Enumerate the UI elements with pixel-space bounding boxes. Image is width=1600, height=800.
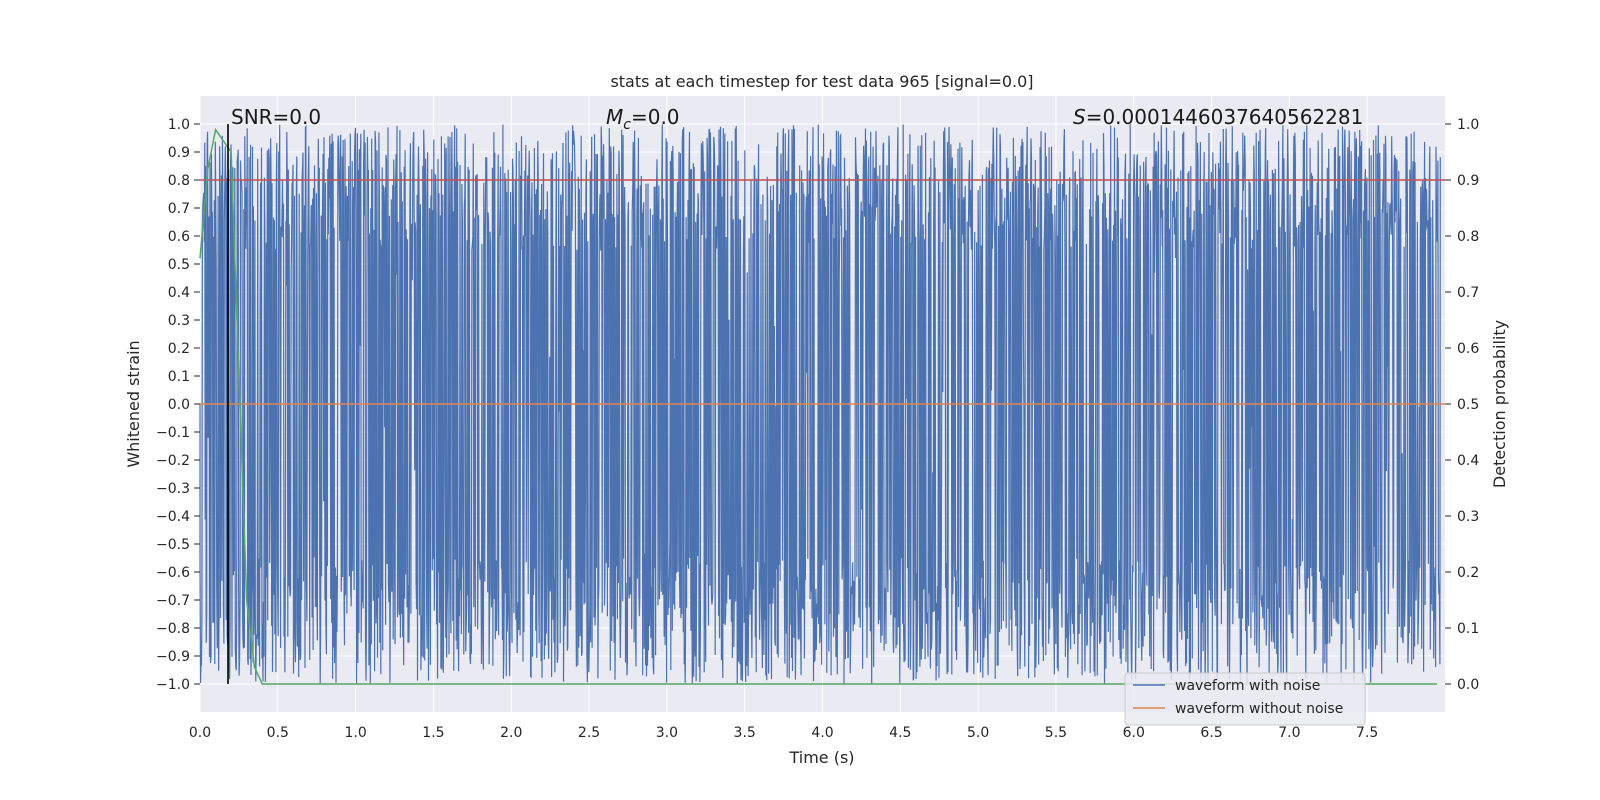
y-right-tick-label: 0.3 xyxy=(1457,509,1479,525)
y-axis-title-left: Whitened strain xyxy=(124,340,143,467)
x-tick-label: 3.0 xyxy=(656,725,678,741)
y-left-tick-label: −0.9 xyxy=(156,649,190,665)
x-tick-label: 6.0 xyxy=(1123,725,1145,741)
chart-title: stats at each timestep for test data 965… xyxy=(610,72,1033,91)
x-tick-label: 1.5 xyxy=(422,725,444,741)
snr-annotation: SNR=0.0 xyxy=(231,105,321,129)
y-right-tick-label: 0.4 xyxy=(1457,453,1479,469)
y-left-tick-label: 0.3 xyxy=(168,313,190,329)
mc-symbol: M xyxy=(606,105,623,129)
s-symbol: S xyxy=(1073,105,1086,129)
x-tick-label: 5.0 xyxy=(967,725,989,741)
legend-box xyxy=(1124,672,1366,726)
tick-labels: 0.0 0.5 1.0 1.5 2.0 2.5 3.0 3.5 4.0 4.5 5.0 5.5 6.0 6… xyxy=(156,117,1479,741)
y-right-tick-label: 1.0 xyxy=(1457,117,1479,133)
legend-label-noise: waveform with noise xyxy=(1175,678,1320,694)
y-right-tick-label: 0.1 xyxy=(1457,621,1479,637)
noise-waveform-line xyxy=(199,124,1441,684)
y-left-tick-label: −0.8 xyxy=(156,621,190,637)
x-tick-label: 2.5 xyxy=(578,725,600,741)
x-tick-label: 1.0 xyxy=(344,725,366,741)
s-annotation: S=0.0001446037640562281 xyxy=(1073,105,1363,129)
x-tick-label: 0.5 xyxy=(267,725,289,741)
y-left-tick-label: 0.5 xyxy=(168,257,190,273)
y-left-tick-label: −0.5 xyxy=(156,537,190,553)
y-left-tick-label: 0.1 xyxy=(168,369,190,385)
detection-probability-line xyxy=(199,127,1438,685)
x-tick-label: 3.5 xyxy=(734,725,756,741)
y-right-tick-label: 0.0 xyxy=(1457,677,1479,693)
y-right-tick-label: 0.2 xyxy=(1457,565,1479,581)
noise-series-layer xyxy=(199,124,1441,684)
y-left-tick-label: −0.4 xyxy=(156,509,190,525)
x-tick-label: 4.0 xyxy=(811,725,833,741)
y-left-tick-label: 0.2 xyxy=(168,341,190,357)
y-right-tick-label: 0.8 xyxy=(1457,229,1479,245)
x-axis-title: Time (s) xyxy=(788,748,854,767)
y-left-tick-label: 0.0 xyxy=(168,397,190,413)
legend: waveform with noise waveform without noi… xyxy=(1124,672,1366,726)
y-left-tick-label: −0.2 xyxy=(156,453,190,469)
x-tick-label: 5.5 xyxy=(1045,725,1067,741)
y-right-tick-label: 0.9 xyxy=(1457,173,1479,189)
y-left-tick-label: −0.7 xyxy=(156,593,190,609)
chirp-mass-annotation: Mc=0.0 xyxy=(606,105,680,133)
y-left-tick-label: 0.8 xyxy=(168,173,190,189)
legend-label-clean: waveform without noise xyxy=(1175,701,1343,717)
x-tick-label: 2.0 xyxy=(500,725,522,741)
y-left-tick-label: −0.1 xyxy=(156,425,190,441)
x-tick-label: 0.0 xyxy=(189,725,211,741)
y-right-tick-label: 0.7 xyxy=(1457,285,1479,301)
mc-value: =0.0 xyxy=(631,105,680,129)
mc-subscript: c xyxy=(623,117,631,133)
x-tick-label: 4.5 xyxy=(889,725,911,741)
y-left-tick-label: 0.6 xyxy=(168,229,190,245)
y-left-tick-label: 0.4 xyxy=(168,285,190,301)
y-axis-title-right: Detection probability xyxy=(1490,320,1509,488)
x-tick-label: 6.5 xyxy=(1200,725,1222,741)
y-left-tick-label: −1.0 xyxy=(156,677,190,693)
y-left-tick-label: 1.0 xyxy=(168,117,190,133)
line-series-layer xyxy=(199,124,1445,685)
y-right-tick-label: 0.5 xyxy=(1457,397,1479,413)
y-left-tick-label: 0.9 xyxy=(168,145,190,161)
x-tick-label: 7.5 xyxy=(1356,725,1378,741)
s-value: =0.0001446037640562281 xyxy=(1086,105,1364,129)
y-left-tick-label: −0.6 xyxy=(156,565,190,581)
y-right-tick-label: 0.6 xyxy=(1457,341,1479,357)
y-left-tick-label: 0.7 xyxy=(168,201,190,217)
x-tick-label: 7.0 xyxy=(1278,725,1300,741)
y-left-tick-label: −0.3 xyxy=(156,481,190,497)
